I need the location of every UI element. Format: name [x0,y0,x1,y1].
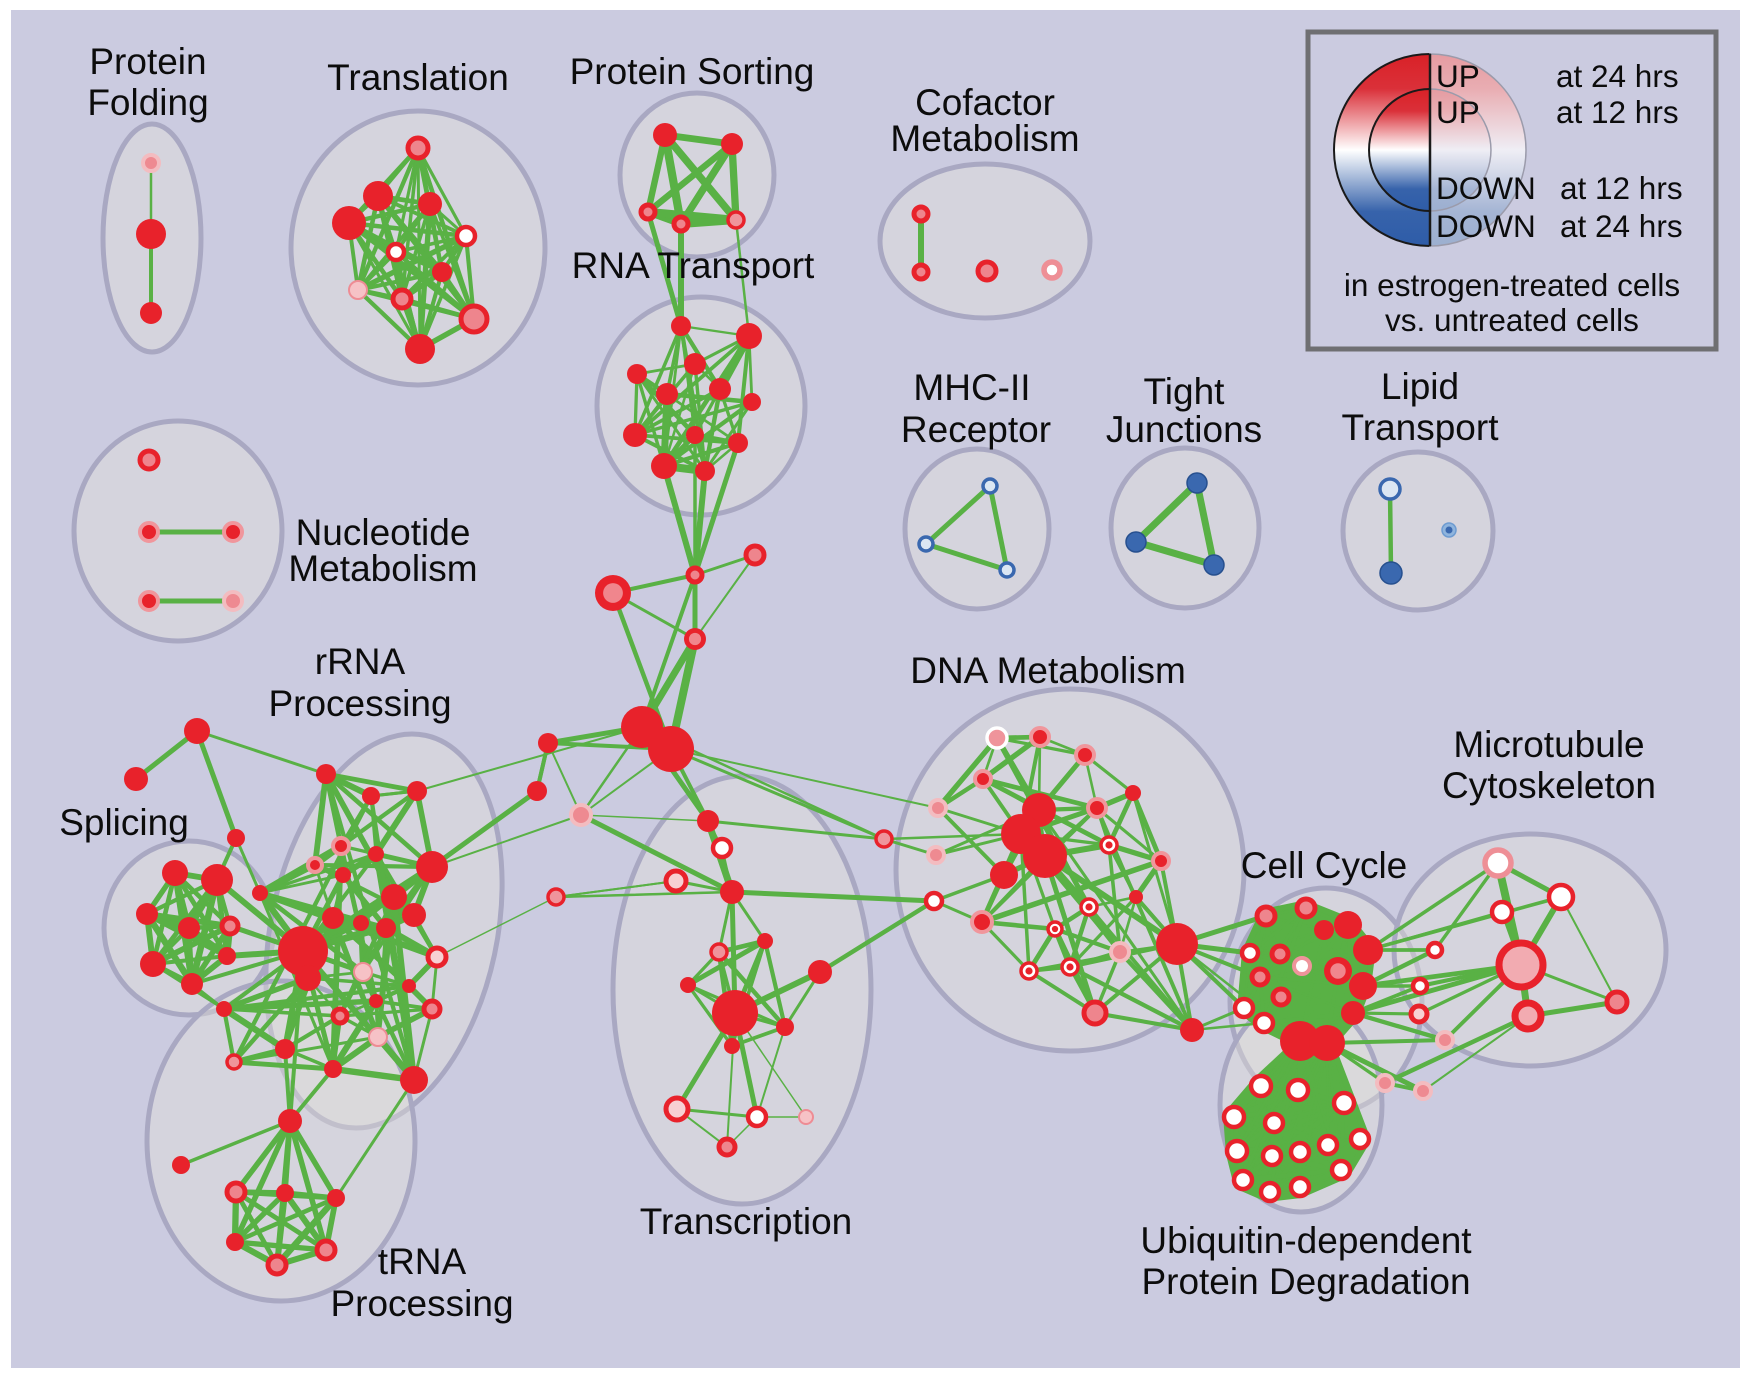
svg-text:Nucleotide: Nucleotide [296,512,471,553]
svg-text:at 24 hrs: at 24 hrs [1560,208,1683,244]
svg-text:at 12 hrs: at 12 hrs [1560,170,1683,206]
svg-text:Tight: Tight [1144,371,1226,412]
svg-text:Processing: Processing [330,1283,513,1324]
svg-text:DOWN: DOWN [1436,208,1536,244]
svg-text:Lipid: Lipid [1381,366,1459,407]
svg-text:Processing: Processing [268,683,451,724]
svg-text:Microtubule: Microtubule [1453,724,1644,765]
svg-text:UP: UP [1436,58,1480,94]
svg-text:Metabolism: Metabolism [288,548,477,589]
svg-text:Transport: Transport [1342,407,1500,448]
svg-text:Protein Degradation: Protein Degradation [1141,1261,1470,1302]
svg-text:Splicing: Splicing [59,802,189,843]
svg-text:Cytoskeleton: Cytoskeleton [1442,765,1656,806]
svg-text:Ubiquitin-dependent: Ubiquitin-dependent [1140,1220,1472,1261]
svg-text:rRNA: rRNA [315,641,406,682]
svg-text:DOWN: DOWN [1436,170,1536,206]
svg-text:in estrogen-treated cells: in estrogen-treated cells [1344,267,1680,303]
svg-text:Junctions: Junctions [1106,409,1262,450]
svg-text:at 12 hrs: at 12 hrs [1556,94,1679,130]
svg-text:Translation: Translation [327,57,509,98]
svg-text:Cell Cycle: Cell Cycle [1241,845,1408,886]
svg-text:at 24 hrs: at 24 hrs [1556,58,1679,94]
svg-text:UP: UP [1436,94,1480,130]
svg-text:Folding: Folding [87,82,208,123]
svg-text:Cofactor: Cofactor [915,82,1055,123]
svg-text:MHC-II: MHC-II [913,367,1030,408]
svg-text:RNA Transport: RNA Transport [572,245,815,286]
svg-text:DNA Metabolism: DNA Metabolism [910,650,1186,691]
svg-text:Receptor: Receptor [901,409,1051,450]
svg-text:Transcription: Transcription [640,1201,852,1242]
svg-text:Metabolism: Metabolism [890,118,1079,159]
svg-text:Protein: Protein [89,41,206,82]
svg-text:Protein Sorting: Protein Sorting [570,51,815,92]
svg-text:tRNA: tRNA [378,1241,467,1282]
svg-text:vs. untreated cells: vs. untreated cells [1385,302,1639,338]
